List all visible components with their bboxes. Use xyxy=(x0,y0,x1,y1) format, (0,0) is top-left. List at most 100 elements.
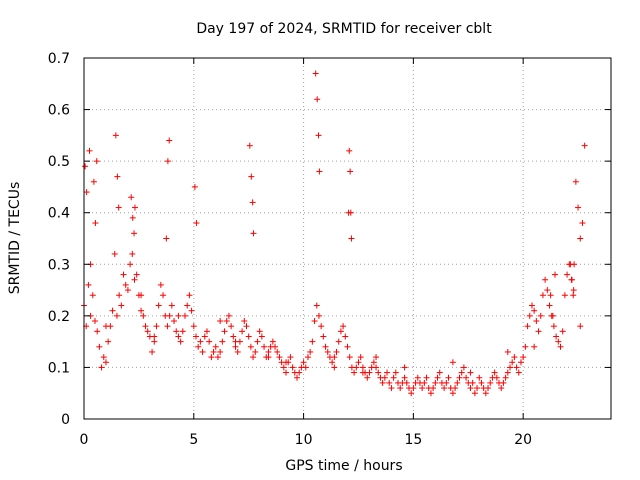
data-point xyxy=(546,302,553,309)
data-point xyxy=(280,364,287,371)
data-point xyxy=(386,379,393,386)
data-point xyxy=(115,204,122,211)
data-point xyxy=(575,204,582,211)
data-point xyxy=(212,343,219,350)
data-point xyxy=(531,343,538,350)
data-point xyxy=(214,354,221,361)
data-point xyxy=(92,220,99,227)
data-point xyxy=(375,369,382,376)
data-point xyxy=(436,369,443,376)
data-point xyxy=(572,178,579,185)
y-tick-label: 0.1 xyxy=(48,360,70,376)
data-point xyxy=(302,364,309,371)
data-point xyxy=(452,385,459,392)
data-point xyxy=(191,183,198,190)
data-point xyxy=(568,276,575,283)
data-point xyxy=(243,323,250,330)
data-point xyxy=(485,385,492,392)
data-point xyxy=(223,318,230,325)
data-point xyxy=(111,250,118,257)
data-point xyxy=(524,323,531,330)
data-point xyxy=(129,214,136,221)
data-point xyxy=(208,354,215,361)
data-point xyxy=(112,132,119,139)
data-point xyxy=(246,142,253,149)
data-point xyxy=(552,271,559,278)
data-point xyxy=(113,312,120,319)
data-point xyxy=(539,292,546,299)
data-point xyxy=(274,348,281,355)
data-point xyxy=(166,312,173,319)
data-point xyxy=(419,385,426,392)
data-point xyxy=(359,364,366,371)
data-point xyxy=(234,348,241,355)
data-point xyxy=(276,354,283,361)
data-point xyxy=(454,379,461,386)
data-point xyxy=(163,235,170,242)
data-point xyxy=(478,379,485,386)
data-point xyxy=(561,292,568,299)
data-point xyxy=(98,364,105,371)
data-point xyxy=(535,328,542,335)
data-point xyxy=(504,348,511,355)
data-point xyxy=(315,312,322,319)
data-point xyxy=(564,271,571,278)
data-point xyxy=(347,209,354,216)
data-point xyxy=(522,343,529,350)
data-point xyxy=(373,364,380,371)
data-point xyxy=(432,379,439,386)
data-point xyxy=(133,271,140,278)
data-point xyxy=(460,364,467,371)
data-points xyxy=(81,70,588,397)
data-point xyxy=(392,369,399,376)
data-point xyxy=(482,390,489,397)
x-tick-label: 5 xyxy=(189,432,198,448)
data-point xyxy=(463,374,470,381)
data-point xyxy=(370,359,377,366)
data-point xyxy=(337,328,344,335)
y-axis-label: SRMTID / TECUs xyxy=(7,182,23,295)
data-point xyxy=(515,369,522,376)
data-point xyxy=(239,328,246,335)
data-point xyxy=(549,312,556,319)
data-point xyxy=(335,338,342,345)
data-point xyxy=(373,354,380,361)
data-point xyxy=(329,359,336,366)
data-point xyxy=(151,338,158,345)
data-point xyxy=(577,235,584,242)
data-point xyxy=(423,374,430,381)
data-point xyxy=(89,292,96,299)
data-point xyxy=(265,354,272,361)
data-point xyxy=(324,348,331,355)
data-point xyxy=(346,147,353,154)
data-point xyxy=(116,292,123,299)
data-point xyxy=(531,307,538,314)
data-point xyxy=(199,348,206,355)
data-point xyxy=(364,374,371,381)
data-point xyxy=(82,163,89,170)
data-point xyxy=(381,374,388,381)
data-point xyxy=(197,338,204,345)
data-point xyxy=(309,338,316,345)
data-point xyxy=(283,359,290,366)
data-point xyxy=(315,132,322,139)
data-point xyxy=(441,385,448,392)
data-point xyxy=(85,281,92,288)
data-point xyxy=(384,369,391,376)
data-point xyxy=(179,328,186,335)
data-point xyxy=(166,137,173,144)
data-point xyxy=(221,328,228,335)
data-point xyxy=(83,189,90,196)
data-point xyxy=(313,302,320,309)
data-point xyxy=(129,250,136,257)
data-point xyxy=(206,338,213,345)
data-point xyxy=(192,333,199,340)
data-point xyxy=(219,338,226,345)
data-point xyxy=(366,369,373,376)
data-point xyxy=(421,379,428,386)
data-point xyxy=(401,364,408,371)
data-point xyxy=(504,369,511,376)
data-point xyxy=(517,359,524,366)
data-point xyxy=(217,348,224,355)
data-point xyxy=(225,312,232,319)
